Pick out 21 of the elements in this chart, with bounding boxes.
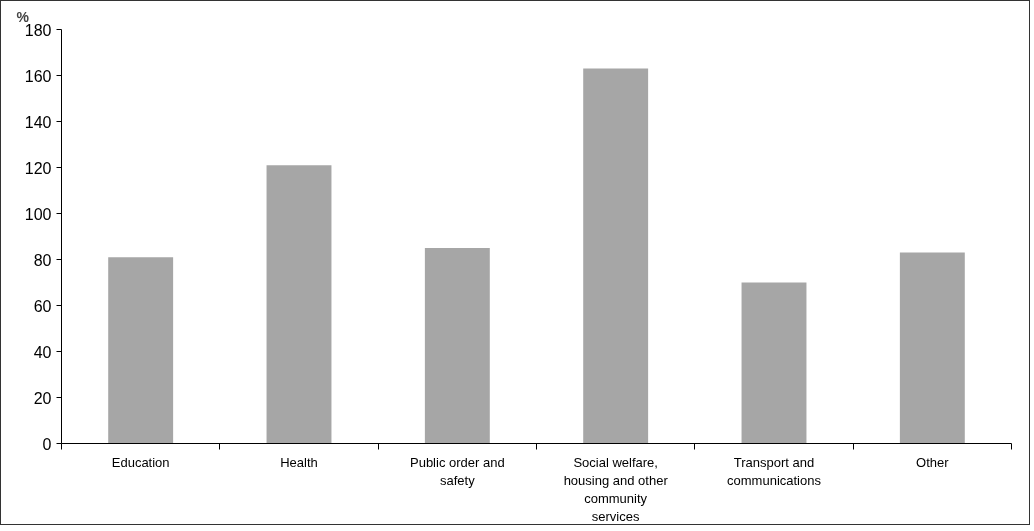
y-tick-label: 20 bbox=[33, 389, 52, 407]
y-tick-label: 40 bbox=[33, 343, 52, 361]
y-tick-label: 120 bbox=[24, 159, 52, 177]
bar bbox=[583, 68, 649, 444]
y-tick-label: 160 bbox=[24, 67, 52, 85]
y-tick-label: 100 bbox=[24, 205, 52, 223]
y-tick-label: 0 bbox=[42, 435, 52, 453]
x-tick-label: Transport and communications bbox=[727, 454, 822, 488]
x-tick-label: Social welfare, housing and other community services bbox=[563, 454, 669, 524]
x-tick-label: Other bbox=[916, 454, 950, 470]
bar bbox=[424, 248, 490, 444]
y-tick-label: 80 bbox=[33, 251, 52, 269]
x-tick-label: Education bbox=[111, 454, 170, 470]
bar bbox=[899, 252, 965, 444]
x-tick-label: Public order and safety bbox=[410, 454, 505, 488]
bar bbox=[108, 257, 174, 444]
bar bbox=[266, 165, 332, 444]
y-tick-label: 60 bbox=[33, 297, 52, 315]
y-tick-label: 140 bbox=[24, 113, 52, 131]
bar bbox=[741, 282, 807, 444]
x-tick-label: Health bbox=[280, 454, 318, 470]
